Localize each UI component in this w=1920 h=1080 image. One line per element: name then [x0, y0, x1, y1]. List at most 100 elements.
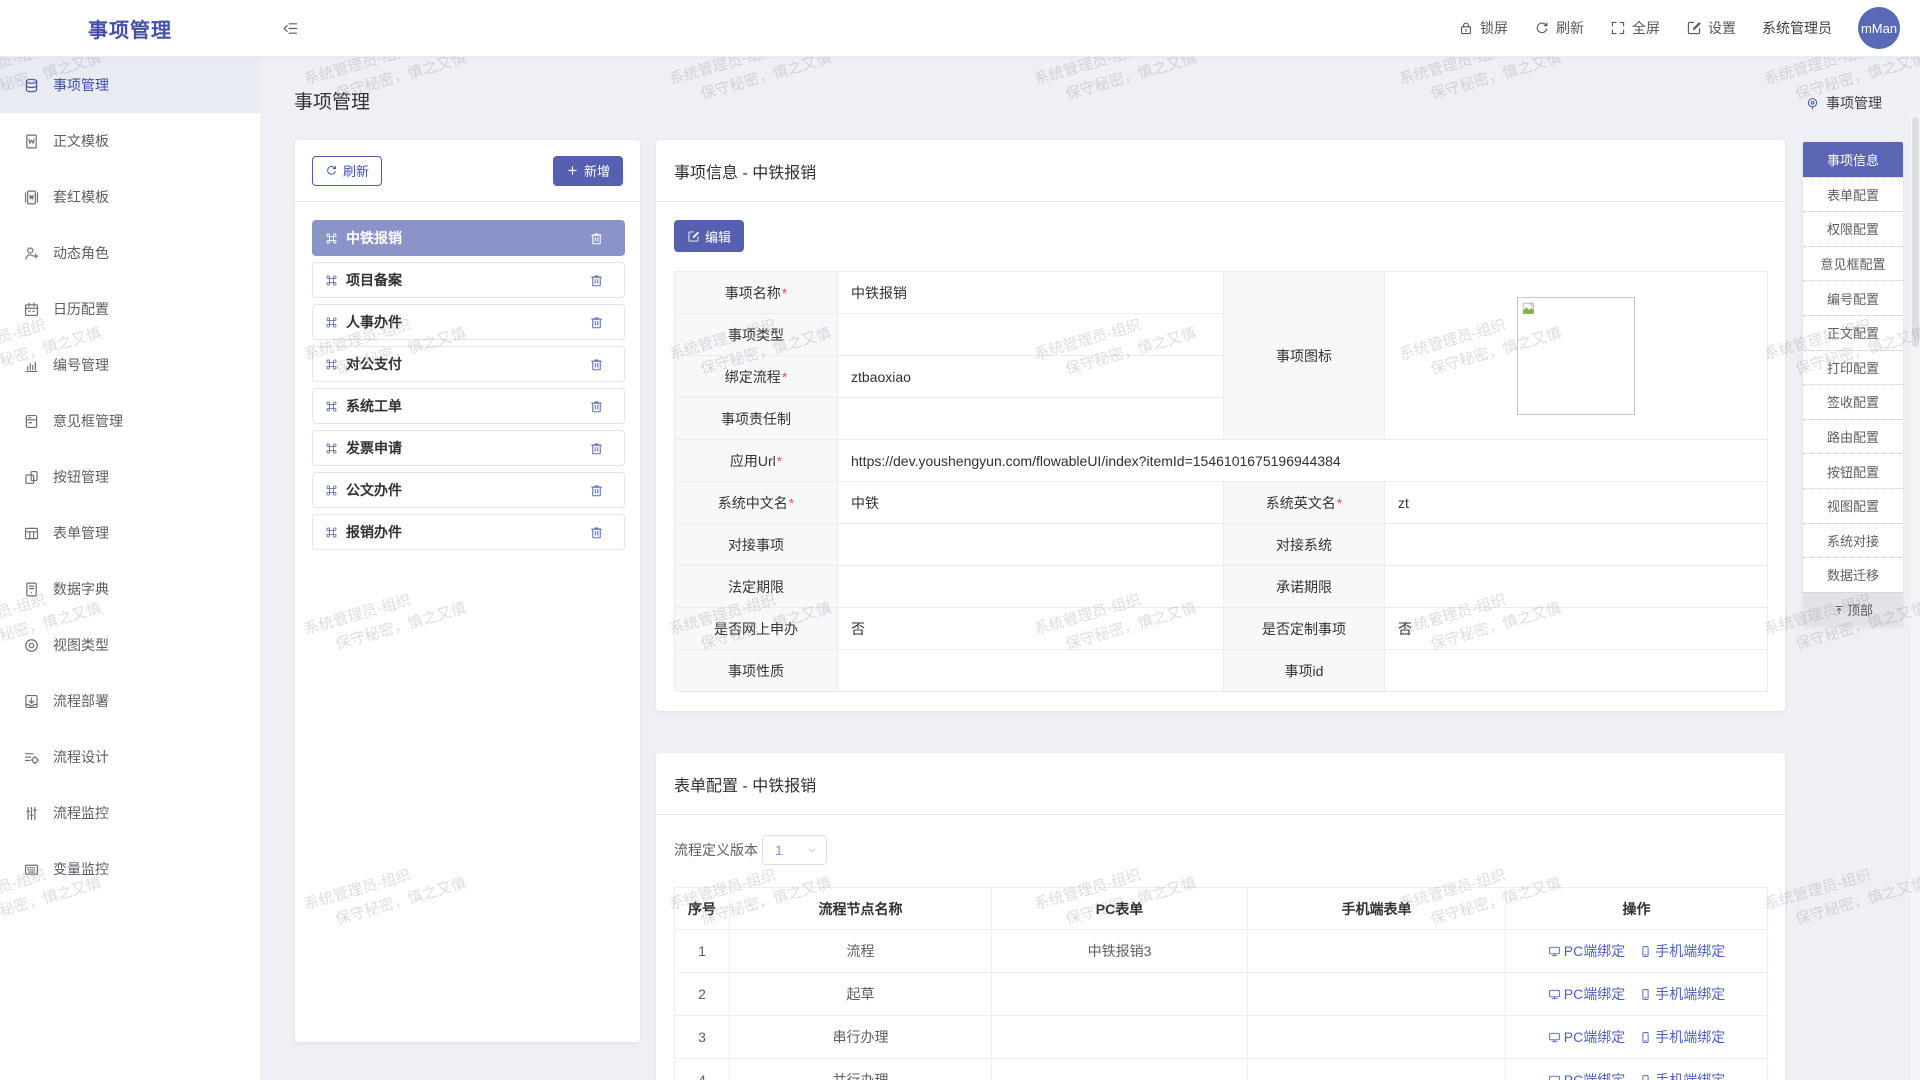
- lock-screen-button[interactable]: 锁屏: [1458, 18, 1508, 38]
- sidebar-item-9[interactable]: 数据字典: [0, 561, 260, 617]
- item-row-1[interactable]: 项目备案: [312, 262, 625, 298]
- row-number: 1: [674, 929, 730, 973]
- sidebar-item-14[interactable]: 变量监控: [0, 841, 260, 897]
- anchor-item-12[interactable]: 数据迁移: [1803, 557, 1903, 592]
- anchor-item-1[interactable]: 表单配置: [1803, 176, 1903, 212]
- sidebar-item-5[interactable]: 编号管理: [0, 337, 260, 393]
- anchor-item-3[interactable]: 意见框配置: [1803, 245, 1903, 281]
- anchor-item-4[interactable]: 编号配置: [1803, 280, 1903, 315]
- info-row: 事项性质 事项id: [674, 649, 1768, 692]
- fullscreen-button[interactable]: 全屏: [1610, 18, 1660, 38]
- anchor-item-11[interactable]: 系统对接: [1803, 522, 1903, 558]
- item-row-2[interactable]: 人事办件: [312, 304, 625, 340]
- anchor-item-2[interactable]: 权限配置: [1803, 211, 1903, 246]
- process-version-row: 流程定义版本 1: [674, 835, 1785, 865]
- add-item-button[interactable]: 新增: [552, 155, 623, 186]
- item-icon-cell: [1384, 271, 1768, 440]
- anchor-item-0[interactable]: 事项信息: [1803, 142, 1903, 177]
- item-row-label: 中铁报销: [346, 230, 402, 246]
- mobile-bind-link[interactable]: 手机端绑定: [1639, 1027, 1725, 1047]
- field-label: 事项责任制: [674, 397, 838, 440]
- sidebar-item-10[interactable]: 视图类型: [0, 617, 260, 673]
- anchor-item-8[interactable]: 路由配置: [1803, 418, 1903, 454]
- form-table-header-row: 序号 流程节点名称 PC表单 手机端表单 操作: [674, 887, 1768, 930]
- item-row-0[interactable]: 中铁报销: [312, 220, 625, 256]
- sidebar-item-label: 表单管理: [53, 525, 109, 541]
- phone-icon: [1639, 988, 1652, 1001]
- delete-item-button[interactable]: [589, 483, 604, 498]
- numbering-icon: [23, 357, 40, 374]
- delete-item-button[interactable]: [589, 357, 604, 372]
- page-scrollbar[interactable]: [1910, 114, 1920, 1080]
- item-row-3[interactable]: 对公支付: [312, 346, 625, 382]
- row-number: 4: [674, 1058, 730, 1080]
- sidebar-item-1[interactable]: 正文模板: [0, 113, 260, 169]
- anchor-item-5[interactable]: 正文配置: [1803, 314, 1903, 350]
- delete-item-button[interactable]: [589, 273, 604, 288]
- refresh-page-button[interactable]: 刷新: [1534, 18, 1584, 38]
- anchor-item-label: 顶部: [1846, 603, 1873, 619]
- anchor-item-7[interactable]: 签收配置: [1803, 384, 1903, 419]
- info-row: 事项名称* 中铁报销 事项图标: [674, 271, 1768, 440]
- sidebar-item-11[interactable]: 流程部署: [0, 673, 260, 729]
- sidebar-item-7[interactable]: 按钮管理: [0, 449, 260, 505]
- form-config-title: 表单配置 - 中铁报销: [656, 753, 1785, 815]
- pc-bind-link[interactable]: PC端绑定: [1548, 984, 1625, 1004]
- delete-item-button[interactable]: [589, 399, 604, 414]
- sidebar-item-8[interactable]: 表单管理: [0, 505, 260, 561]
- anchor-item-13[interactable]: 顶部: [1803, 591, 1903, 627]
- list-refresh-button[interactable]: 刷新: [312, 155, 383, 186]
- field-value: 否: [1384, 607, 1768, 650]
- anchor-item-label: 按钮配置: [1826, 464, 1879, 480]
- app-logo: 事项管理: [88, 19, 172, 42]
- scrollbar-thumb[interactable]: [1911, 117, 1919, 347]
- form-table-header-cell: 序号: [674, 887, 730, 930]
- item-row-label: 发票申请: [346, 440, 402, 456]
- sidebar-item-2[interactable]: 套红模板: [0, 169, 260, 225]
- sidebar-item-3[interactable]: 动态角色: [0, 225, 260, 281]
- item-icon-placeholder[interactable]: [1517, 296, 1635, 415]
- pc-bind-link[interactable]: PC端绑定: [1548, 1070, 1625, 1080]
- delete-item-button[interactable]: [589, 231, 604, 246]
- item-row-4[interactable]: 系统工单: [312, 388, 625, 424]
- sidebar-item-label: 正文模板: [53, 133, 109, 149]
- node-name: 并行办理: [729, 1058, 992, 1080]
- monitor-icon: [1548, 1031, 1561, 1044]
- process-version-select[interactable]: 1: [762, 835, 827, 865]
- edit-button[interactable]: 编辑: [674, 220, 745, 252]
- sidebar-item-label: 动态角色: [53, 245, 109, 261]
- anchor-item-10[interactable]: 视图配置: [1803, 487, 1903, 523]
- item-row-6[interactable]: 公文办件: [312, 472, 625, 508]
- sidebar-item-12[interactable]: 流程设计: [0, 729, 260, 785]
- view-type-icon: [23, 637, 40, 654]
- delete-item-button[interactable]: [589, 315, 604, 330]
- field-value: [837, 649, 1224, 692]
- pc-bind-link[interactable]: PC端绑定: [1548, 941, 1625, 961]
- required-asterisk: *: [788, 494, 795, 511]
- required-asterisk: *: [776, 452, 783, 469]
- item-row-5[interactable]: 发票申请: [312, 430, 625, 466]
- delete-item-button[interactable]: [589, 441, 604, 456]
- delete-item-button[interactable]: [589, 525, 604, 540]
- pc-bind-link[interactable]: PC端绑定: [1548, 1027, 1625, 1047]
- settings-icon: [1686, 20, 1702, 36]
- item-info-panel: 事项信息 - 中铁报销 编辑 事项名称* 中铁报销 事项图标 事项类型 绑定流程* ztb…: [656, 140, 1785, 711]
- sidebar-item-4[interactable]: 日历配置: [0, 281, 260, 337]
- sidebar-item-13[interactable]: 流程监控: [0, 785, 260, 841]
- mobile-bind-link[interactable]: 手机端绑定: [1639, 941, 1725, 961]
- mobile-bind-link[interactable]: 手机端绑定: [1639, 1070, 1725, 1080]
- left-sidebar-menu: 事项管理正文模板套红模板动态角色日历配置 编号管理 意见框管理 按钮管理表单管理数据字…: [0, 57, 260, 1080]
- edit-icon: [687, 230, 700, 243]
- user-avatar[interactable]: mMan: [1858, 7, 1900, 49]
- process-version-value: 1: [775, 842, 783, 858]
- sidebar-collapse-icon[interactable]: [282, 20, 299, 37]
- form-table-row-2: 2 起草 PC端绑定 手机端绑定: [674, 972, 1768, 1016]
- sidebar-item-0[interactable]: 事项管理: [0, 57, 260, 113]
- anchor-item-9[interactable]: 按钮配置: [1803, 453, 1903, 488]
- form-table-row-1: 1 流程 中铁报销3 PC端绑定 手机端绑定: [674, 929, 1768, 973]
- anchor-item-6[interactable]: 打印配置: [1803, 349, 1903, 385]
- mobile-bind-link[interactable]: 手机端绑定: [1639, 984, 1725, 1004]
- settings-button[interactable]: 设置: [1686, 18, 1736, 38]
- sidebar-item-6[interactable]: 意见框管理: [0, 393, 260, 449]
- item-row-7[interactable]: 报销办件: [312, 514, 625, 550]
